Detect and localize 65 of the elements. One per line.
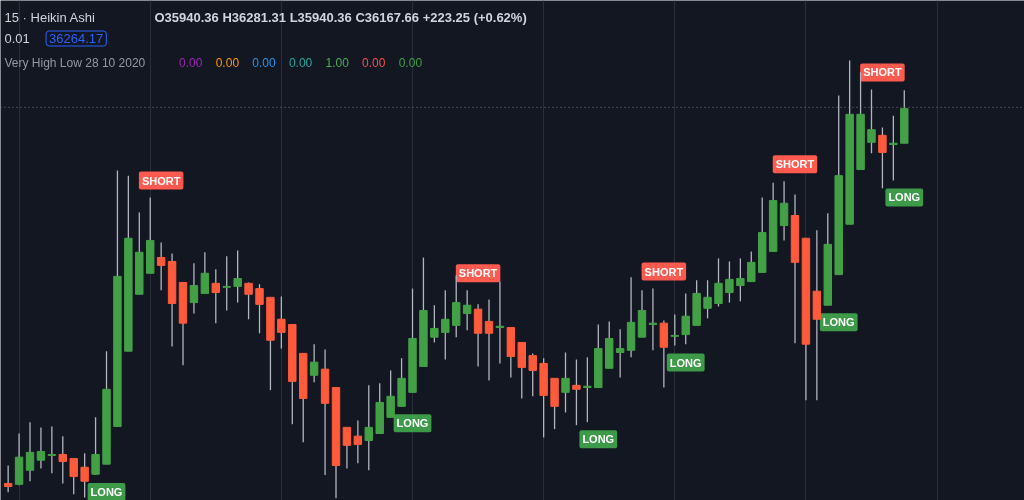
candlestick <box>211 268 221 324</box>
candlestick <box>36 426 46 470</box>
candlestick <box>25 421 35 482</box>
annotation: 0.00 <box>288 56 313 70</box>
text: LONG <box>822 316 855 329</box>
annotation: Very High Low 28 10 2020 <box>4 55 146 70</box>
text: LONG <box>669 356 702 369</box>
text: 36264.17 <box>49 31 104 46</box>
candlestick <box>3 464 13 493</box>
text: SHORT <box>644 265 684 278</box>
candlestick <box>342 426 352 470</box>
candlestick <box>80 452 89 499</box>
candlestick <box>462 289 472 331</box>
chart-title: 15 · Heikin Ashi <box>4 10 95 25</box>
candlestick <box>484 298 494 382</box>
annotation: 1.00 <box>325 56 350 70</box>
candlestick <box>878 126 887 189</box>
candlestick <box>561 351 570 414</box>
annotation: 0.00 <box>398 56 423 70</box>
text: 0.01 <box>4 31 30 46</box>
text: LONG <box>888 191 921 204</box>
candlestick <box>725 260 734 304</box>
candlestick <box>91 416 100 476</box>
candlestick <box>47 425 57 474</box>
annotation: 0.00 <box>215 56 240 70</box>
candlestick <box>244 281 253 320</box>
candlestick <box>364 384 374 471</box>
candlestick <box>189 262 199 315</box>
candlestick <box>714 257 723 308</box>
annotation: 0.00 <box>252 56 276 70</box>
candlestick <box>670 313 679 347</box>
candlestick <box>200 251 210 295</box>
text: SHORT <box>863 66 902 79</box>
candlestick <box>736 257 745 302</box>
text: LONG <box>582 433 615 446</box>
candlestick <box>430 304 439 344</box>
candlestick <box>441 289 450 361</box>
text: O35940.36 H36281.31 L35940.36 C36167.66 +223.25 (+0.62%) <box>154 10 527 25</box>
candlestick <box>222 255 231 312</box>
candlestick <box>583 356 592 423</box>
candlestick <box>615 328 625 379</box>
candlestick <box>452 274 461 338</box>
candlestick <box>779 180 789 242</box>
candlestick <box>58 435 68 485</box>
candlestick <box>255 283 264 334</box>
candlestick <box>681 292 690 345</box>
candlestick <box>156 241 166 291</box>
candlestick <box>747 250 756 283</box>
candlestick <box>277 295 286 350</box>
text: LONG <box>90 486 123 499</box>
candlestick <box>528 352 537 397</box>
candlestick <box>309 343 319 383</box>
annotation: 0.00 <box>179 56 203 70</box>
candlestick <box>703 279 712 320</box>
text: SHORT <box>458 267 498 280</box>
text: LONG <box>396 417 429 430</box>
candlestick <box>867 88 876 154</box>
candlestick <box>233 249 242 304</box>
candlestick <box>572 358 581 426</box>
text: SHORT <box>141 174 181 187</box>
candlestick <box>889 115 898 182</box>
annotation: 0.00 <box>362 56 386 70</box>
candlestick <box>69 457 78 496</box>
text: SHORT <box>775 158 815 171</box>
candlestick <box>353 419 363 464</box>
